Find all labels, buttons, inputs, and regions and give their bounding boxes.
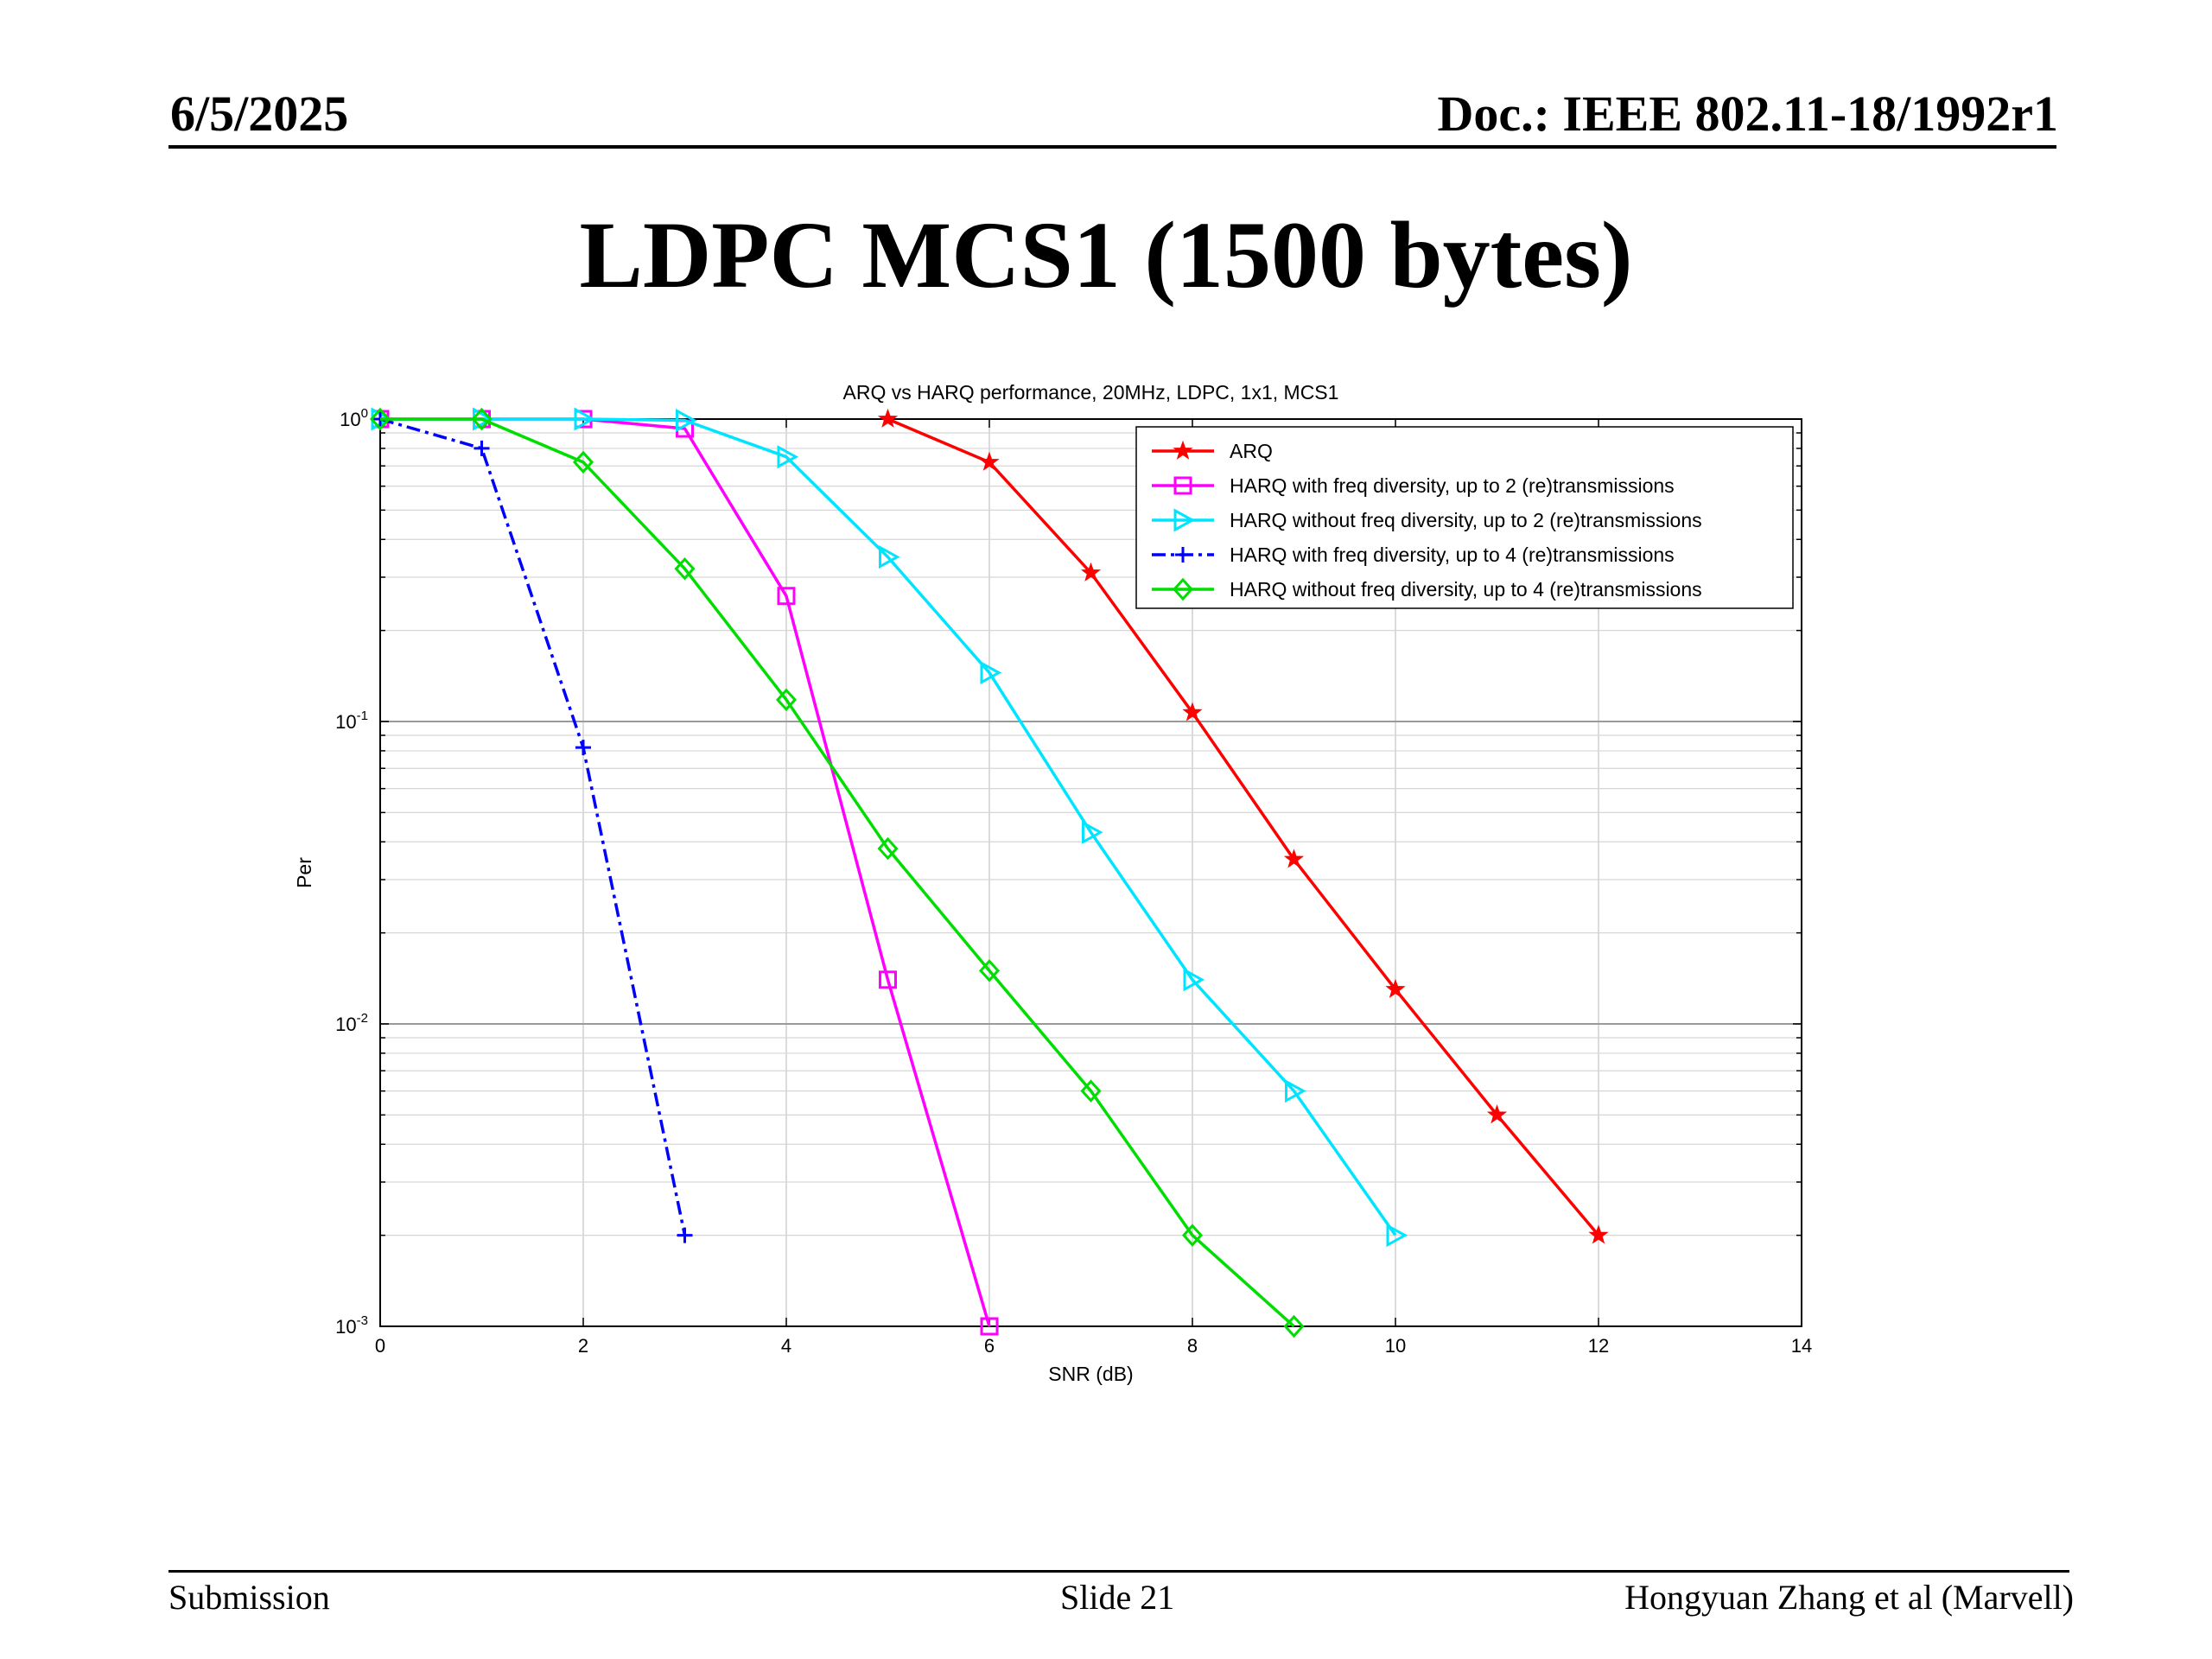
slide-title: LDPC MCS1 (1500 bytes) [579, 202, 1633, 308]
x-tick-label: 14 [1791, 1335, 1812, 1357]
data-point [879, 545, 900, 569]
footer-author: Hongyuan Zhang et al (Marvell) [1624, 1578, 2074, 1617]
y-tick-label: 10-3 [335, 1313, 368, 1338]
data-point [1173, 440, 1193, 460]
x-tick-label: 12 [1588, 1335, 1609, 1357]
series-5 [369, 407, 1305, 1338]
header-rule [168, 145, 2056, 149]
data-point [1386, 1224, 1408, 1248]
y-axis-label: Per [293, 857, 315, 888]
data-point [978, 959, 1001, 982]
data-point [1486, 1104, 1508, 1124]
data-point [572, 450, 594, 474]
data-point [369, 407, 391, 431]
x-tick-label: 10 [1385, 1335, 1406, 1357]
legend-label: HARQ with freq diversity, up to 2 (re)tr… [1230, 474, 1675, 497]
data-point [674, 556, 696, 581]
data-point [474, 440, 490, 456]
data-point [1181, 1224, 1204, 1247]
data-point [1172, 577, 1194, 601]
footer-submission: Submission [168, 1578, 330, 1617]
data-point [1283, 849, 1305, 868]
x-tick-label: 2 [578, 1335, 588, 1357]
chart-title: ARQ vs HARQ performance, 20MHz, LDPC, 1x… [843, 381, 1339, 404]
x-tick-label: 6 [984, 1335, 995, 1357]
data-point [1285, 1079, 1306, 1103]
data-point [1588, 1224, 1609, 1244]
header-date: 6/5/2025 [170, 86, 349, 142]
data-point [1182, 702, 1203, 721]
data-point [879, 970, 897, 989]
footer-slide-number: Slide 21 [1060, 1578, 1175, 1617]
legend-label: HARQ with freq diversity, up to 4 (re)tr… [1230, 543, 1675, 566]
data-point [777, 587, 796, 606]
series-1 [877, 408, 1609, 1244]
data-point [1080, 1079, 1102, 1103]
legend-label: HARQ without freq diversity, up to 2 (re… [1230, 509, 1702, 531]
y-tick-label: 100 [340, 406, 368, 430]
data-point [1283, 1314, 1305, 1338]
x-tick-label: 8 [1187, 1335, 1198, 1357]
legend-label: HARQ without freq diversity, up to 4 (re… [1230, 578, 1702, 601]
x-tick-label: 0 [375, 1335, 385, 1357]
header-doc-id: Doc.: IEEE 802.11-18/1992r1 [1437, 86, 2058, 142]
data-point [1183, 968, 1205, 992]
data-point [979, 451, 1000, 471]
data-point [1385, 978, 1406, 998]
data-point [1173, 476, 1192, 495]
data-point [777, 445, 799, 469]
data-point [775, 688, 798, 712]
axes-box [379, 418, 1802, 1327]
data-point [1175, 547, 1191, 563]
data-point [1082, 820, 1103, 844]
data-point [877, 836, 899, 861]
series-line [379, 417, 687, 1236]
x-axis-label: SNR (dB) [1048, 1363, 1133, 1385]
data-point [1173, 508, 1196, 532]
y-tick-label: 10-1 [335, 709, 368, 733]
data-point [980, 1317, 999, 1336]
series-line [887, 417, 1600, 1236]
data-point [1080, 562, 1102, 582]
legend: ARQ HARQ with freq diversity, up to 2 (re… [1135, 426, 1794, 609]
x-tick-label: 4 [781, 1335, 791, 1357]
data-point [677, 1227, 693, 1243]
data-point [471, 407, 493, 431]
series-line [380, 417, 1295, 1328]
legend-label: ARQ [1230, 440, 1273, 462]
footer-rule [168, 1570, 2069, 1573]
data-point [676, 408, 697, 433]
y-tick-label: 10-2 [335, 1011, 368, 1035]
data-point [574, 407, 596, 431]
data-point [980, 660, 1002, 685]
data-point [877, 408, 899, 428]
legend-box [1135, 426, 1794, 609]
data-point [575, 740, 591, 756]
series-line [380, 417, 1397, 1236]
